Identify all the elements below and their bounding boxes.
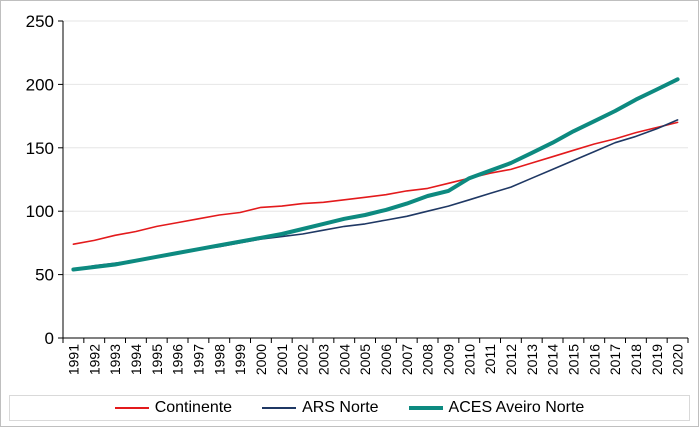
x-tick-label: 2000 (253, 344, 269, 375)
y-tick-label: 50 (35, 266, 54, 285)
y-tick-label: 100 (26, 202, 54, 221)
x-tick-label: 2003 (315, 344, 331, 375)
x-tick-label: 2009 (440, 344, 456, 375)
legend-item-continente: Continente (114, 399, 233, 417)
x-tick-label: 1996 (170, 344, 186, 375)
x-tick-label: 1994 (128, 344, 144, 375)
x-tick-label: 2015 (565, 344, 581, 375)
legend: Continente ARS Norte ACES Aveiro Norte (9, 395, 690, 421)
x-tick-label: 2008 (420, 344, 436, 375)
x-tick-label: 1995 (149, 344, 165, 375)
x-tick-label: 2019 (649, 344, 665, 375)
x-tick-label: 2007 (399, 344, 415, 375)
x-tick-label: 2006 (378, 344, 394, 375)
x-tick-label: 2001 (274, 344, 290, 375)
x-tick-label: 2010 (461, 344, 477, 375)
x-tick-label: 1998 (211, 344, 227, 375)
x-tick-label: 2002 (295, 344, 311, 375)
series-lines (71, 77, 680, 272)
legend-item-aces-aveiro-norte: ACES Aveiro Norte (408, 399, 585, 417)
x-tick-label: 2017 (607, 344, 623, 375)
axes (58, 20, 689, 343)
series-line-continente (72, 121, 679, 245)
x-tick-label: 1992 (86, 344, 102, 375)
legend-label: Continente (154, 399, 233, 416)
y-tick-label: 200 (26, 75, 54, 94)
gridlines (63, 20, 688, 276)
y-tick-label: 250 (26, 12, 54, 31)
x-tick-label: 2014 (545, 344, 561, 375)
x-tick-label: 2004 (336, 344, 352, 375)
x-tick-label: 2018 (628, 344, 644, 375)
x-tick-label: 2016 (586, 344, 602, 375)
legend-swatch-ars-norte (262, 407, 297, 409)
series-line-ars-norte (72, 119, 679, 271)
x-tick-label: 2011 (482, 344, 498, 374)
x-tick-label: 2020 (670, 344, 686, 375)
x-tick-label: 1993 (107, 344, 123, 375)
x-tick-label: 1999 (232, 344, 248, 375)
x-tick-label: 2013 (524, 344, 540, 375)
y-tick-label: 0 (45, 329, 54, 348)
legend-label: ACES Aveiro Norte (448, 399, 585, 416)
y-tick-label: 150 (26, 139, 54, 158)
legend-label: ARS Norte (302, 399, 379, 416)
legend-swatch-continente (114, 407, 149, 409)
legend-item-ars-norte: ARS Norte (262, 399, 379, 417)
x-tick-label: 1997 (190, 344, 206, 375)
x-tick-label: 2012 (503, 344, 519, 375)
legend-swatch-aces-aveiro-norte (408, 406, 443, 410)
series-line-aces-aveiro-norte (71, 77, 680, 272)
x-tick-label: 1991 (65, 344, 81, 375)
x-tick-label: 2005 (357, 344, 373, 375)
